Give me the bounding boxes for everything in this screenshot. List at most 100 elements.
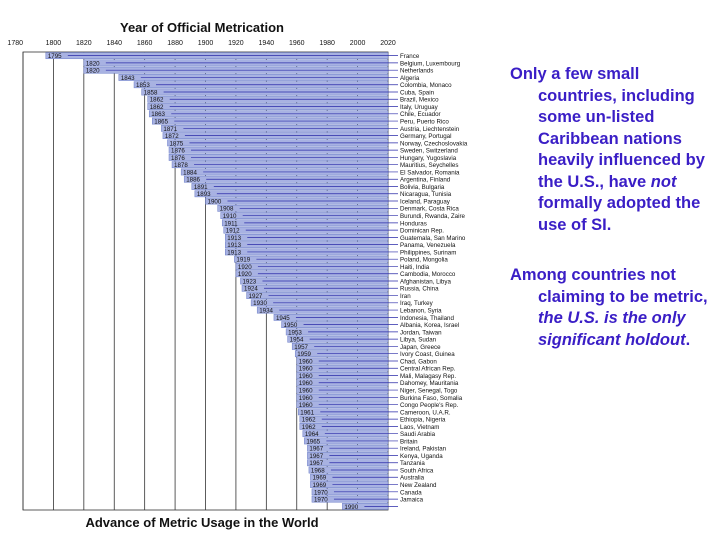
bar-year-label: 1962 (302, 417, 316, 424)
metrication-chart: Year of Official Metrication 1780 1800 182… (7, 20, 468, 530)
bar-year-label: 1795 (48, 53, 62, 60)
country-label: Canada (400, 489, 422, 496)
x-tick-label: 1980 (319, 40, 335, 47)
country-label: Tanzania (400, 460, 425, 467)
x-tick-label: 1940 (259, 40, 275, 47)
country-label: Peru, Puerto Rico (400, 118, 449, 125)
chart-xlabel: Advance of Metric Usage in the World (85, 515, 318, 530)
bar-year-label: 1927 (249, 293, 263, 300)
country-label: Lebanon, Syria (400, 308, 442, 315)
country-label: Australia (400, 475, 425, 482)
country-label: Philippines, Surinam (400, 249, 456, 256)
x-tick-label: 1840 (106, 40, 122, 47)
bar-year-label: 1960 (299, 366, 313, 373)
bullet-1-emphasis: not (650, 172, 677, 191)
bar-year-label: 1858 (144, 89, 158, 96)
x-tick-label: 1920 (228, 40, 244, 47)
country-label: Congo People's Rep. (400, 402, 459, 409)
bullet-2-text: Among countries not claiming to be metri… (510, 266, 708, 306)
country-label: Iran (400, 293, 411, 300)
country-label: Bolivia, Bulgaria (400, 184, 445, 191)
bar-year-label: 1924 (244, 286, 258, 293)
country-label: Japan, Greece (400, 344, 441, 351)
bar-year-label: 1862 (150, 97, 164, 104)
country-label: Ethiopia, Nigeria (400, 417, 446, 424)
country-label: Chad, Gabon (400, 358, 437, 365)
country-label: Laos, Vietnam (400, 424, 439, 431)
bar-year-label: 1875 (169, 140, 183, 147)
x-tick-label: 1860 (137, 40, 153, 47)
country-label: Russia, China (400, 286, 439, 293)
bar-year-label: 1934 (259, 308, 273, 315)
country-label: Cuba, Spain (400, 89, 435, 96)
bar-year-label: 1970 (314, 497, 328, 504)
bar-year-label: 1891 (194, 184, 208, 191)
bar-year-label: 1920 (238, 271, 252, 278)
country-label: Guatemala, San Marino (400, 235, 466, 242)
bar-year-label: 1957 (294, 344, 308, 351)
bar-year-label: 1923 (242, 278, 256, 285)
country-label: Libya, Sudan (400, 337, 437, 344)
bar-year-label: 1908 (220, 206, 234, 213)
bar-year-label: 1865 (154, 118, 168, 125)
bar-year-label: 1960 (299, 387, 313, 394)
country-label: Panama, Venezuela (400, 242, 456, 249)
country-label: Norway, Czechoslovakia (400, 140, 468, 147)
country-label: Niger, Senegal, Togo (400, 387, 458, 394)
bar-year-label: 1960 (299, 373, 313, 380)
country-label: Chile, Ecuador (400, 111, 441, 118)
bar-year-label: 1967 (309, 446, 323, 453)
country-label: Jordan, Taiwan (400, 329, 442, 336)
country-label: Afghanistan, Libya (400, 278, 451, 285)
country-label: Sweden, Switzerland (400, 148, 458, 155)
bar-year-label: 1913 (227, 249, 241, 256)
bullet-1-text-end: formally adopted the use of SI. (538, 194, 701, 234)
country-label: Nicaragua, Tunisia (400, 191, 452, 198)
bar-year-label: 1912 (226, 228, 240, 235)
bar-year-label: 1843 (121, 75, 135, 82)
country-label: Burundi, Rwanda, Zaire (400, 213, 466, 220)
country-label: Hungary, Yugoslavia (400, 155, 457, 162)
bar-year-label: 1969 (312, 482, 326, 489)
bullet-2-emphasis: the U.S. is the only significant holdout (538, 309, 686, 349)
x-tick-label: 2000 (350, 40, 366, 47)
country-label: Albania, Korea, Israel (400, 322, 459, 329)
bar-year-label: 1959 (297, 351, 311, 358)
bar-year-label: 1919 (236, 257, 250, 264)
bar-year-label: 1910 (223, 213, 237, 220)
country-label: Indonesia, Thailand (400, 315, 454, 322)
bar-year-label: 1960 (299, 380, 313, 387)
bar-year-label: 1964 (305, 431, 319, 438)
bar-year-label: 1820 (86, 68, 100, 75)
country-label: Ireland, Pakistan (400, 446, 447, 453)
country-label: Dominican Rep. (400, 228, 444, 235)
bar-year-label: 1863 (151, 111, 165, 118)
country-label: Burkina Faso, Somalia (400, 395, 463, 402)
metrication-chart-svg: Year of Official Metrication 1780 1800 182… (7, 20, 468, 530)
bar-year-label: 1950 (284, 322, 298, 329)
bar-year-label: 1970 (314, 489, 328, 496)
bar-year-label: 1969 (312, 475, 326, 482)
bar-year-label: 1871 (163, 126, 177, 133)
bar-year-label: 1876 (171, 155, 185, 162)
text-panel: Only a few small countries, including so… (510, 64, 716, 380)
bar-year-label: 1965 (306, 438, 320, 445)
country-label: Belgium, Luxembourg (400, 60, 461, 67)
bar-year-label: 1853 (136, 82, 150, 89)
country-label: El Salvador, Romania (400, 169, 460, 176)
bar-year-label: 1893 (197, 191, 211, 198)
country-label: Algeria (400, 75, 420, 82)
country-label: Mauritius, Seychelles (400, 162, 458, 169)
bar-year-label: 1954 (290, 337, 304, 344)
country-label: Dahomey, Mauritania (400, 380, 459, 387)
country-label: Honduras (400, 220, 427, 227)
country-label: Britain (400, 438, 418, 445)
bar-year-label: 1911 (224, 220, 238, 227)
bar-year-label: 1884 (183, 169, 197, 176)
bar-year-label: 1967 (309, 453, 323, 460)
country-label: Mali, Malagasy Rep. (400, 373, 456, 380)
country-label: Iraq, Turkey (400, 300, 434, 307)
country-label: Netherlands (400, 68, 433, 75)
bar-year-label: 1913 (227, 235, 241, 242)
country-label: Italy, Uruguay (400, 104, 439, 111)
